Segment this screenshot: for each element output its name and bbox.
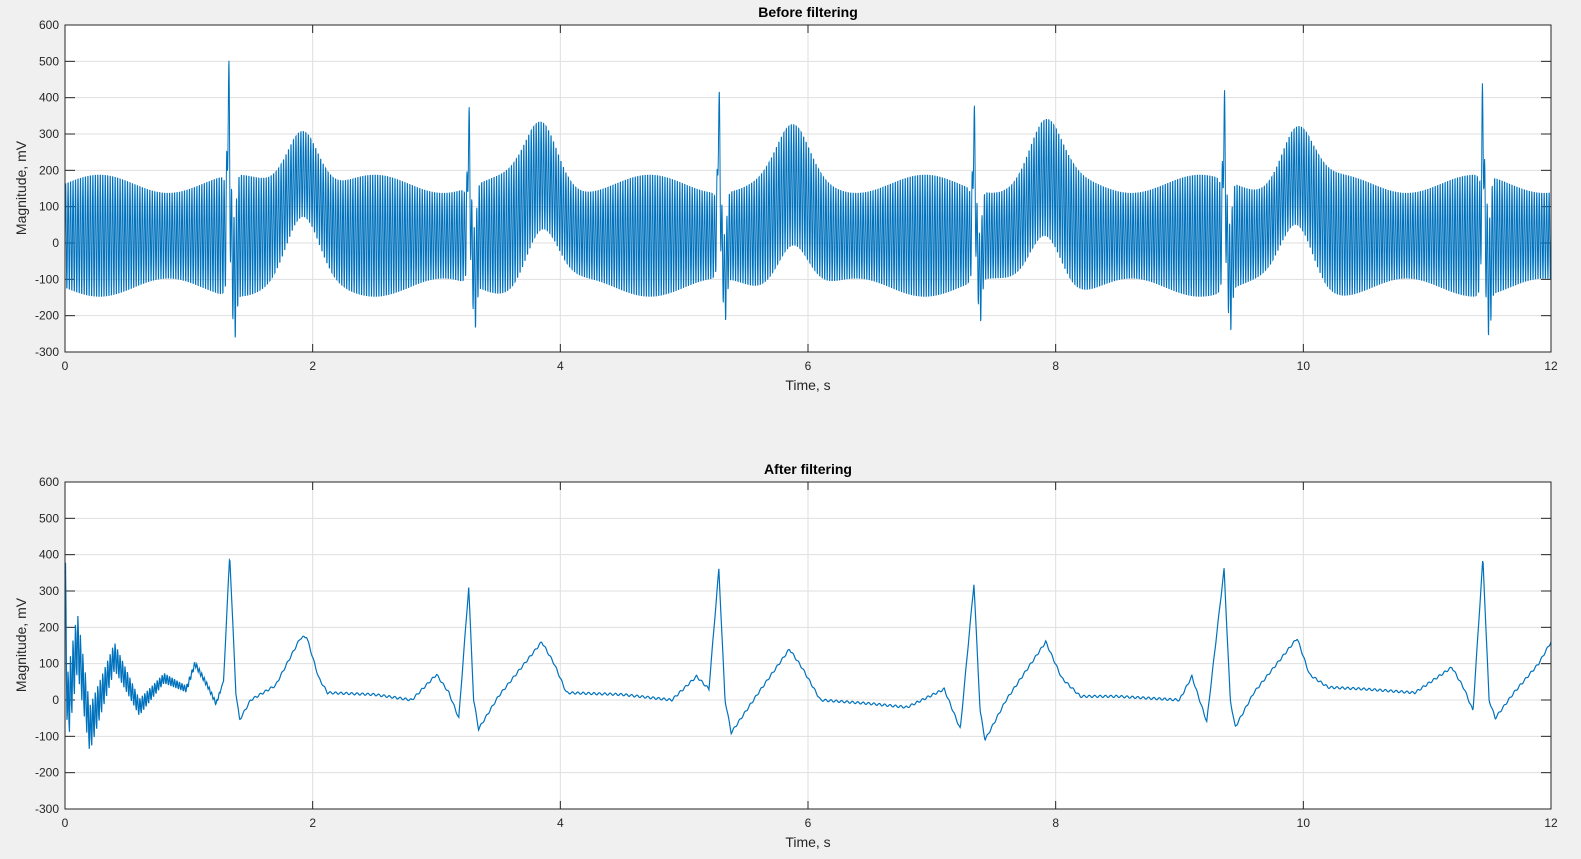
axes-after: 0 2 4 6 8 10 12 -300 -200 -100 0 100 200 300 400 500 600…	[13, 461, 1558, 850]
chart-title-before: Before filtering	[758, 4, 858, 20]
axes-box-before	[64, 24, 1552, 353]
y-axis-label-after: Magnitude, mV	[13, 597, 29, 692]
signal-line-before	[64, 60, 1552, 338]
y-tick-label: 200	[39, 620, 59, 634]
y-tick-label: 100	[39, 657, 59, 671]
x-tick-label: 4	[557, 816, 564, 830]
y-tick-label: 100	[39, 200, 59, 214]
x-tick-label: 6	[805, 816, 812, 830]
x-tick-label: 12	[1544, 816, 1558, 830]
y-tick-label: 600	[39, 18, 59, 32]
y-tick-label: 200	[39, 163, 59, 177]
y-tick-label: 300	[39, 584, 59, 598]
axes-box-after	[64, 481, 1552, 810]
ticks-before: 0 2 4 6 8 10 12 -300 -200 -100 0 100 200 300 400 500 600	[35, 18, 1558, 373]
y-tick-label: 600	[39, 475, 59, 489]
x-tick-label: 2	[309, 816, 316, 830]
x-tick-label: 8	[1052, 816, 1059, 830]
chart-title-after: After filtering	[764, 461, 852, 477]
axes-before: 0 2 4 6 8 10 12 -300 -200 -100 0 100 200 300 400 500 600…	[13, 4, 1558, 393]
x-axis-label-after: Time, s	[785, 834, 830, 850]
y-tick-label: -100	[35, 272, 59, 286]
x-tick-label: 6	[805, 359, 812, 373]
y-tick-label: -200	[35, 766, 59, 780]
x-tick-label: 8	[1052, 359, 1059, 373]
x-tick-label: 4	[557, 359, 564, 373]
x-tick-label: 12	[1544, 359, 1558, 373]
x-tick-label: 0	[62, 816, 69, 830]
y-tick-label: 300	[39, 127, 59, 141]
y-tick-label: 500	[39, 511, 59, 525]
y-tick-label: 400	[39, 548, 59, 562]
x-tick-label: 10	[1297, 359, 1311, 373]
x-tick-label: 2	[309, 359, 316, 373]
y-tick-label: 0	[52, 693, 59, 707]
x-tick-label: 0	[62, 359, 69, 373]
y-axis-label-before: Magnitude, mV	[13, 140, 29, 235]
y-tick-label: -100	[35, 729, 59, 743]
x-tick-label: 10	[1297, 816, 1311, 830]
x-axis-label-before: Time, s	[785, 377, 830, 393]
y-tick-label: 400	[39, 91, 59, 105]
y-tick-label: -300	[35, 802, 59, 816]
y-tick-label: -200	[35, 309, 59, 323]
y-tick-label: -300	[35, 345, 59, 359]
y-tick-label: 0	[52, 236, 59, 250]
y-tick-label: 500	[39, 54, 59, 68]
signal-line-after	[64, 557, 1552, 749]
